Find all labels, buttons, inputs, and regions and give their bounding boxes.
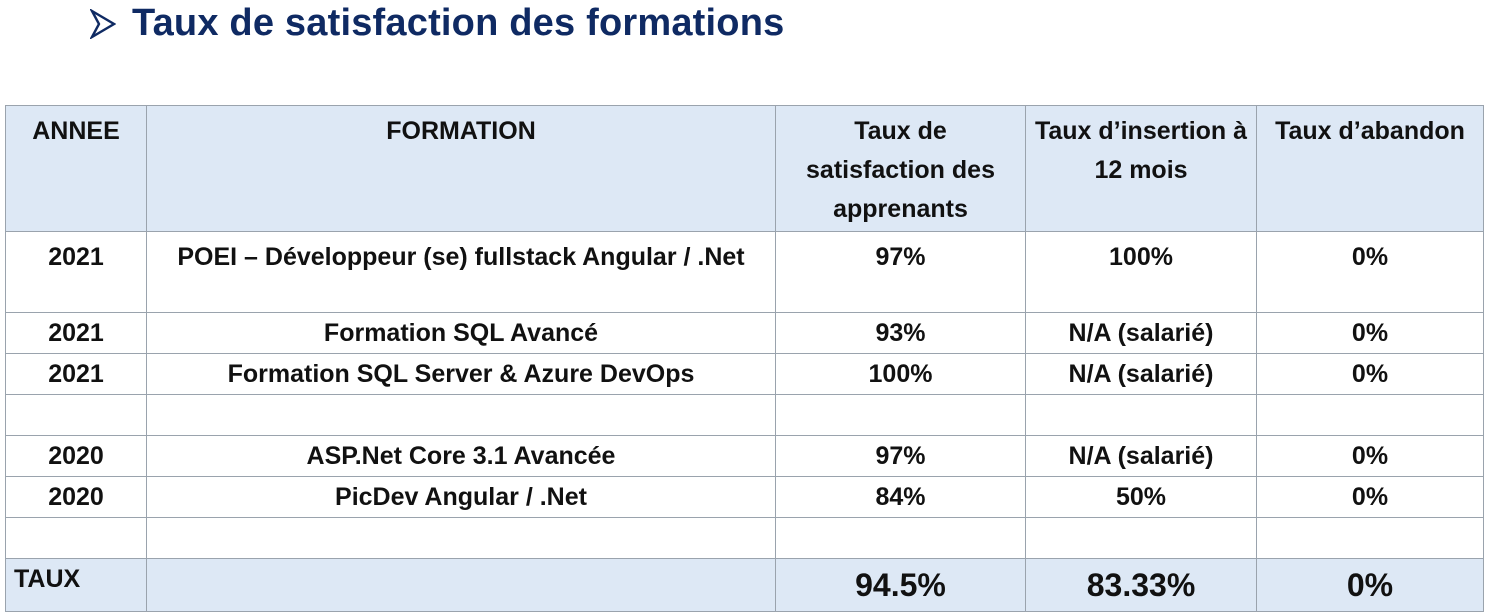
cell-insertion (1025, 517, 1257, 559)
total-formation-cell (146, 558, 776, 612)
cell-abandon: 0% (1256, 231, 1484, 313)
cell-formation: ASP.Net Core 3.1 Avancée (146, 435, 776, 477)
header-satisfaction: Taux de satisfaction des apprenants (775, 105, 1026, 232)
table-row: 2020 ASP.Net Core 3.1 Avancée 97% N/A (s… (5, 435, 1484, 477)
cell-formation (146, 394, 776, 436)
cell-abandon: 0% (1256, 353, 1484, 395)
cell-annee: 2020 (5, 476, 147, 518)
total-abandon: 0% (1256, 558, 1484, 612)
cell-satisfaction (775, 394, 1026, 436)
arrow-bullet-icon (90, 8, 116, 39)
cell-insertion: 100% (1025, 231, 1257, 313)
cell-annee: 2021 (5, 231, 147, 313)
table-row: 2021 POEI – Développeur (se) fullstack A… (5, 231, 1484, 313)
formations-table: ANNEE FORMATION Taux de satisfaction des… (5, 105, 1484, 612)
cell-annee: 2021 (5, 312, 147, 354)
header-abandon: Taux d’abandon (1256, 105, 1484, 232)
cell-formation: Formation SQL Avancé (146, 312, 776, 354)
cell-insertion: 50% (1025, 476, 1257, 518)
page-title: Taux de satisfaction des formations (132, 2, 785, 44)
cell-formation (146, 517, 776, 559)
cell-abandon: 0% (1256, 435, 1484, 477)
header-row: ANNEE FORMATION Taux de satisfaction des… (5, 105, 1484, 232)
cell-satisfaction: 100% (775, 353, 1026, 395)
cell-satisfaction: 97% (775, 231, 1026, 313)
cell-satisfaction (775, 517, 1026, 559)
total-satisfaction: 94.5% (775, 558, 1026, 612)
total-label: TAUX (5, 558, 147, 612)
cell-satisfaction: 84% (775, 476, 1026, 518)
cell-insertion: N/A (salarié) (1025, 435, 1257, 477)
cell-satisfaction: 93% (775, 312, 1026, 354)
cell-formation: PicDev Angular / .Net (146, 476, 776, 518)
header-annee: ANNEE (5, 105, 147, 232)
cell-annee (5, 394, 147, 436)
table-row-empty (5, 517, 1484, 559)
cell-abandon: 0% (1256, 312, 1484, 354)
header-insertion: Taux d’insertion à 12 mois (1025, 105, 1257, 232)
cell-annee: 2021 (5, 353, 147, 395)
total-insertion: 83.33% (1025, 558, 1257, 612)
table-row: 2021 Formation SQL Server & Azure DevOps… (5, 353, 1484, 395)
total-row: TAUX 94.5% 83.33% 0% (5, 558, 1484, 612)
header-formation: FORMATION (146, 105, 776, 232)
cell-abandon (1256, 394, 1484, 436)
cell-formation: POEI – Développeur (se) fullstack Angula… (146, 231, 776, 313)
cell-insertion (1025, 394, 1257, 436)
cell-annee: 2020 (5, 435, 147, 477)
cell-formation: Formation SQL Server & Azure DevOps (146, 353, 776, 395)
cell-abandon (1256, 517, 1484, 559)
title-row: Taux de satisfaction des formations (90, 2, 784, 45)
cell-insertion: N/A (salarié) (1025, 353, 1257, 395)
cell-abandon: 0% (1256, 476, 1484, 518)
cell-insertion: N/A (salarié) (1025, 312, 1257, 354)
cell-satisfaction: 97% (775, 435, 1026, 477)
table-row: 2021 Formation SQL Avancé 93% N/A (salar… (5, 312, 1484, 354)
table-row: 2020 PicDev Angular / .Net 84% 50% 0% (5, 476, 1484, 518)
table-row-empty (5, 394, 1484, 436)
cell-annee (5, 517, 147, 559)
